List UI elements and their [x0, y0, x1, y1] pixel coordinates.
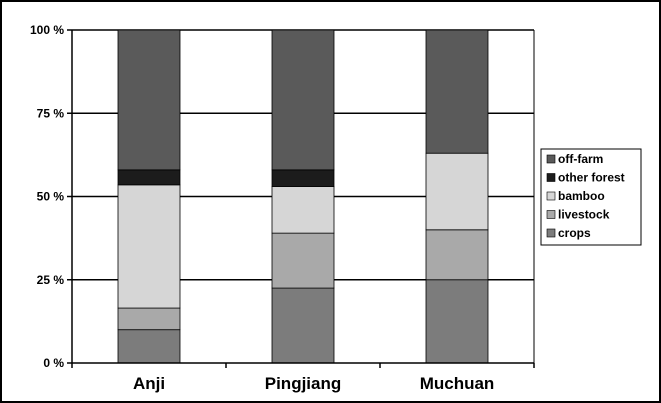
- y-tick-label: 0 %: [43, 356, 64, 370]
- bar-segment-bamboo-pingjiang: [271, 186, 335, 234]
- legend-label: other forest: [558, 171, 625, 185]
- y-tick-label: 25 %: [37, 273, 65, 287]
- x-category-label: Muchuan: [420, 374, 495, 393]
- legend-label: livestock: [558, 208, 610, 222]
- legend-swatch: [546, 154, 556, 164]
- bar-segment-other-forest-anji: [117, 169, 181, 186]
- legend-swatch: [546, 210, 556, 219]
- bar-segment-crops-pingjiang: [271, 287, 335, 364]
- legend-label: crops: [558, 226, 591, 240]
- bar-segment-other-forest-pingjiang: [271, 169, 335, 187]
- bar-segment-off-farm-anji: [117, 29, 181, 171]
- x-ticks: Anji Pingjiang Muchuan: [71, 363, 535, 393]
- legend-label: bamboo: [558, 189, 605, 203]
- bar-segment-livestock-muchuan: [425, 229, 489, 281]
- bar-segment-crops-muchuan: [425, 279, 489, 364]
- legend: off-farm other forest bamboo livestock crops: [540, 148, 642, 246]
- bar-segment-off-farm-pingjiang: [271, 29, 335, 171]
- bar-segment-crops-anji: [117, 329, 181, 364]
- bar-segment-bamboo-muchuan: [425, 152, 489, 231]
- y-tick-label: 50 %: [37, 190, 65, 204]
- bar-segment-livestock-anji: [117, 307, 181, 331]
- legend-swatch: [546, 191, 556, 201]
- legend-box: [540, 148, 642, 246]
- legend-label: off-farm: [558, 152, 603, 166]
- x-category-label: Anji: [133, 374, 165, 393]
- y-ticks: 0 % 25 % 50 % 75 % 100 %: [30, 23, 72, 370]
- legend-swatch: [546, 228, 556, 238]
- bars: [117, 29, 489, 364]
- y-tick-label: 75 %: [37, 106, 65, 120]
- y-tick-label: 100 %: [30, 23, 64, 37]
- legend-swatch: [546, 173, 556, 182]
- x-category-label: Pingjiang: [265, 374, 342, 393]
- bar-segment-bamboo-anji: [117, 184, 181, 309]
- bar-segment-off-farm-muchuan: [425, 29, 489, 154]
- bar-segment-livestock-pingjiang: [271, 232, 335, 289]
